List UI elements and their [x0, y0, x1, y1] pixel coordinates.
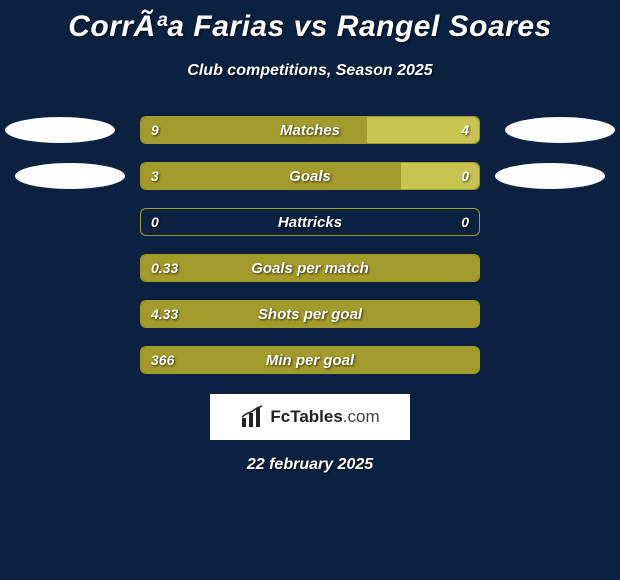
player-right-ellipse	[495, 163, 605, 189]
metric-label: Hattricks	[141, 209, 479, 235]
metric-bar: 30Goals	[140, 162, 480, 190]
metric-row: 0.33Goals per match	[0, 254, 620, 282]
bar-left-fill	[141, 347, 479, 373]
bar-left-fill	[141, 117, 367, 143]
logo-tld: .com	[343, 407, 380, 426]
metric-bar: 94Matches	[140, 116, 480, 144]
player-left-ellipse	[15, 163, 125, 189]
subtitle: Club competitions, Season 2025	[0, 62, 620, 80]
chart-icon	[240, 405, 264, 429]
bar-left-fill	[141, 255, 479, 281]
player-right-ellipse	[505, 117, 615, 143]
bar-right-fill	[367, 117, 479, 143]
metric-bar: 0 0Hattricks	[140, 208, 480, 236]
logo-brand: FcTables	[270, 407, 342, 426]
metric-row: 4.33Shots per goal	[0, 300, 620, 328]
metric-bar: 4.33Shots per goal	[140, 300, 480, 328]
metric-bar: 0.33Goals per match	[140, 254, 480, 282]
date-label: 22 february 2025	[0, 456, 620, 474]
player-left-ellipse	[5, 117, 115, 143]
metric-row: 30Goals	[0, 162, 620, 190]
bar-left-fill	[141, 163, 401, 189]
metric-bar: 366Min per goal	[140, 346, 480, 374]
fctables-logo[interactable]: FcTables.com	[210, 394, 410, 440]
value-right: 0	[461, 214, 469, 230]
comparison-card: CorrÃªa Farias vs Rangel Soares Club com…	[0, 0, 620, 580]
bar-left-fill	[141, 301, 479, 327]
bar-right-fill	[401, 163, 479, 189]
page-title: CorrÃªa Farias vs Rangel Soares	[0, 10, 620, 44]
metric-row: 366Min per goal	[0, 346, 620, 374]
value-left: 0	[151, 214, 159, 230]
metric-rows: 94Matches 30Goals 0 0Hattricks 0.33Goals per…	[0, 116, 620, 374]
logo-text: FcTables.com	[270, 407, 379, 427]
metric-row: 0 0Hattricks	[0, 208, 620, 236]
metric-row: 94Matches	[0, 116, 620, 144]
